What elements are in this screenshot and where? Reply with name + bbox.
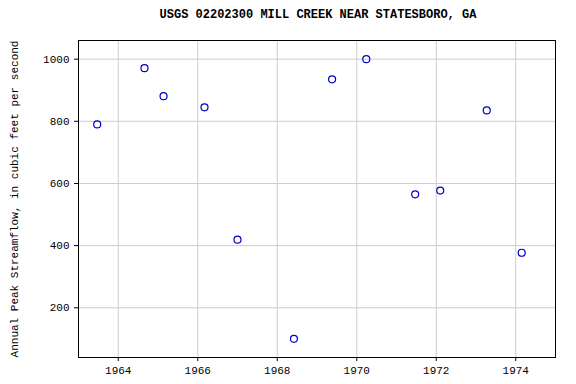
svg-text:Annual Peak Streamflow, in cub: Annual Peak Streamflow, in cubic feet pe… (9, 41, 21, 358)
svg-text:600: 600 (50, 178, 70, 190)
svg-text:800: 800 (50, 116, 70, 128)
svg-text:1000: 1000 (43, 54, 69, 66)
svg-text:1970: 1970 (344, 365, 370, 377)
svg-text:400: 400 (50, 240, 70, 252)
html-text:USGS 02202300 MILL CREEK NEAR: USGS 02202300 MILL CREEK NEAR STATESBORO… (159, 8, 477, 22)
svg-text:1972: 1972 (423, 365, 449, 377)
svg-text:200: 200 (50, 302, 70, 314)
svg-text:1974: 1974 (503, 365, 530, 377)
svg-text:1966: 1966 (185, 365, 211, 377)
svg-text:1964: 1964 (105, 365, 132, 377)
svg-text:1968: 1968 (264, 365, 290, 377)
